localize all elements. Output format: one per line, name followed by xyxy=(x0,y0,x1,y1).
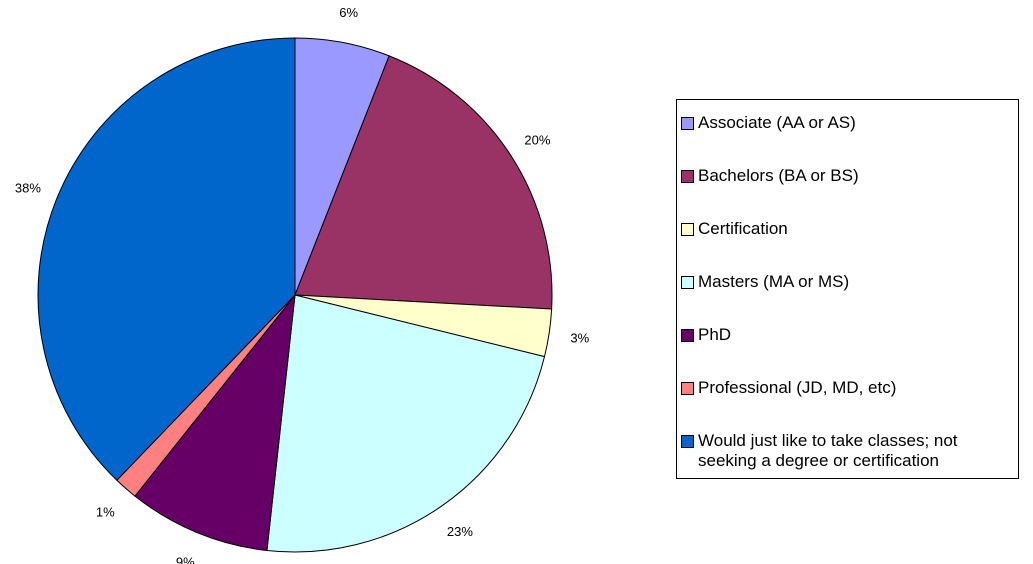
legend-item-professional: Professional (JD, MD, etc) xyxy=(681,378,1014,398)
pie-slice-bachelors xyxy=(294,55,553,310)
legend-swatch-professional xyxy=(681,382,694,395)
pie-slice-classes-only xyxy=(37,37,296,481)
legend-item-classes-only: Would just like to take classes; not see… xyxy=(681,431,1014,471)
legend-swatch-masters xyxy=(681,276,694,289)
data-label-professional: 1% xyxy=(96,505,115,520)
data-label-bachelors: 20% xyxy=(524,133,550,148)
legend-item-phd: PhD xyxy=(681,325,1014,345)
legend-label-associate: Associate (AA or AS) xyxy=(698,113,856,132)
legend-label-professional: Professional (JD, MD, etc) xyxy=(698,378,897,397)
data-label-associate: 6% xyxy=(339,5,358,20)
legend-label-certification: Certification xyxy=(698,219,788,238)
chart-legend: Associate (AA or AS) Bachelors (BA or BS… xyxy=(676,99,1019,479)
pie-slice-phd xyxy=(134,293,296,552)
legend-label-masters: Masters (MA or MS) xyxy=(698,272,850,291)
data-label-phd: 9% xyxy=(176,554,195,564)
pie-slice-masters xyxy=(266,294,546,553)
data-label-certification: 3% xyxy=(570,331,589,346)
legend-swatch-classes-only xyxy=(681,435,694,448)
legend-item-associate: Associate (AA or AS) xyxy=(681,113,1014,133)
data-label-classes-only: 38% xyxy=(15,180,41,195)
legend-swatch-phd xyxy=(681,329,694,342)
legend-swatch-associate xyxy=(681,117,694,130)
legend-swatch-certification xyxy=(681,223,694,236)
legend-item-certification: Certification xyxy=(681,219,1014,239)
legend-item-bachelors: Bachelors (BA or BS) xyxy=(681,166,1014,186)
legend-swatch-bachelors xyxy=(681,170,694,183)
legend-label-classes-only: Would just like to take classes; not see… xyxy=(698,431,958,470)
legend-item-masters: Masters (MA or MS) xyxy=(681,272,1014,292)
legend-label-bachelors: Bachelors (BA or BS) xyxy=(698,166,859,185)
legend-label-phd: PhD xyxy=(698,325,732,344)
data-label-masters: 23% xyxy=(447,524,473,539)
